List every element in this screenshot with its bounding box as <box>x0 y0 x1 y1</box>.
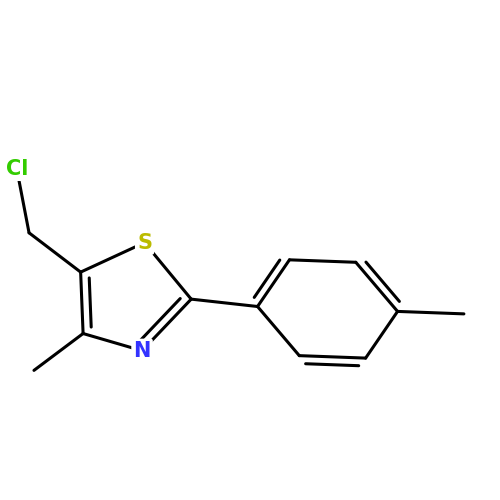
Text: Cl: Cl <box>6 159 28 179</box>
Text: N: N <box>134 340 150 360</box>
Text: S: S <box>137 232 152 252</box>
